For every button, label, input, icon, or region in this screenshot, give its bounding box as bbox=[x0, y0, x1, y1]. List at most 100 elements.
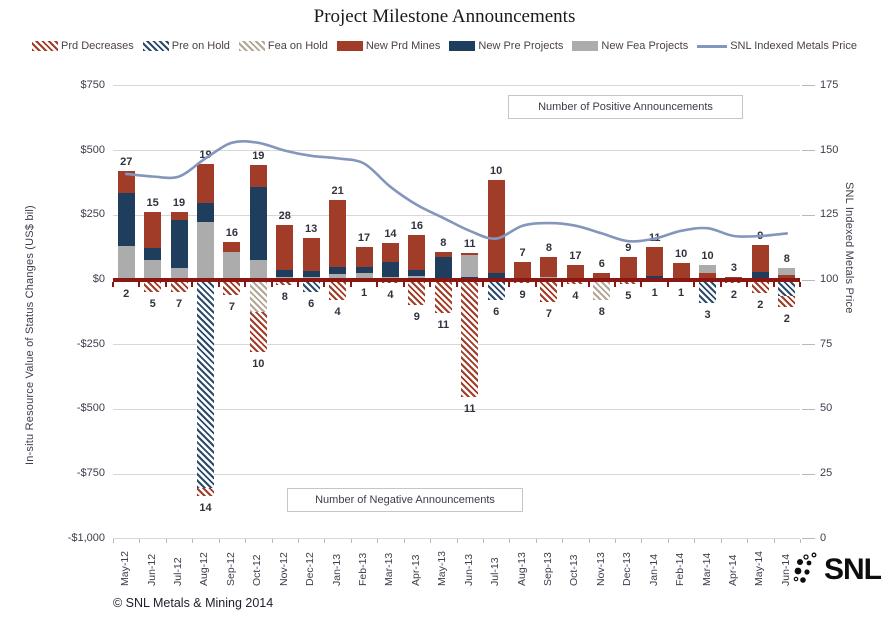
zero-axis-tick-mark bbox=[693, 282, 696, 287]
bar-Apr-13-prd_dec bbox=[408, 280, 426, 305]
zero-axis-tick-mark bbox=[402, 282, 405, 287]
bar-Sep-13-prd bbox=[540, 256, 558, 277]
bar-Mar-13-pre bbox=[381, 262, 399, 277]
gridline bbox=[113, 85, 800, 87]
legend-item-fea_hold: Fea on Hold bbox=[238, 40, 328, 52]
bar-Jun-14-pre_hold bbox=[778, 280, 796, 296]
left-axis-tick: $250 bbox=[80, 208, 105, 221]
bar-Jun-12-pre bbox=[144, 247, 162, 261]
left-axis-tick: -$250 bbox=[76, 337, 105, 350]
positive-count-label: 6 bbox=[598, 258, 605, 270]
bar-Nov-12-pre bbox=[276, 269, 294, 277]
x-axis-label-Aug-12: Aug-12 bbox=[198, 552, 211, 586]
legend-swatch-pre-icon bbox=[449, 41, 476, 51]
negative-count-label: 7 bbox=[175, 297, 183, 310]
bar-Jun-14-fea bbox=[778, 268, 796, 276]
right-axis-tick-mark bbox=[802, 214, 815, 216]
zero-axis-tick-mark bbox=[191, 282, 194, 287]
bar-Oct-13-prd bbox=[566, 264, 584, 278]
right-axis-tick-mark bbox=[802, 279, 815, 281]
bar-Nov-13-fea_hold bbox=[593, 280, 611, 300]
bar-May-12-fea bbox=[117, 246, 135, 280]
x-axis-label-Mar-13: Mar-13 bbox=[383, 552, 396, 586]
x-axis-label-Aug-13: Aug-13 bbox=[515, 552, 528, 586]
x-axis-label-Jul-12: Jul-12 bbox=[172, 557, 185, 586]
x-axis-label-Jul-13: Jul-13 bbox=[489, 557, 502, 586]
bar-May-13-pre bbox=[434, 256, 452, 278]
x-axis-label-May-12: May-12 bbox=[119, 550, 132, 586]
x-axis-tick-mark bbox=[562, 539, 564, 543]
zero-axis-tick-mark bbox=[481, 282, 484, 287]
gridline bbox=[113, 538, 800, 540]
bar-Sep-12-fea bbox=[223, 252, 241, 280]
x-axis-tick-mark bbox=[535, 539, 537, 543]
x-axis-label-Dec-12: Dec-12 bbox=[304, 552, 317, 586]
legend-item-prd_dec: Prd Decreases bbox=[32, 40, 134, 52]
x-axis-label-Oct-13: Oct-13 bbox=[568, 554, 581, 586]
x-axis-tick-mark bbox=[297, 539, 299, 543]
bar-Apr-13-pre bbox=[408, 269, 426, 277]
gridline bbox=[113, 473, 800, 475]
x-axis-label-Jun-13: Jun-13 bbox=[462, 553, 475, 586]
chart-title: Project Milestone Announcements bbox=[313, 6, 576, 27]
legend-swatch-line-icon bbox=[697, 44, 728, 48]
bar-Nov-12-prd bbox=[276, 225, 294, 270]
bar-May-14-pre bbox=[751, 271, 769, 280]
x-axis-label-Feb-13: Feb-13 bbox=[357, 552, 370, 586]
plot-area: 27 2 15 5 19 7 19 14 16 7 19 10 28 8 13 6 21 4 17 1 14 4 16 9 8 1… bbox=[112, 85, 801, 540]
bar-Jun-13-prd bbox=[461, 252, 479, 255]
positive-count-label: 28 bbox=[278, 210, 291, 223]
x-axis-tick-mark bbox=[720, 539, 722, 543]
positive-count-label: 10 bbox=[674, 247, 688, 260]
zero-axis-tick-mark bbox=[349, 282, 352, 287]
bar-Sep-12-prd bbox=[223, 241, 241, 253]
negative-count-label: 14 bbox=[199, 502, 212, 515]
x-axis-label-Nov-13: Nov-13 bbox=[594, 552, 607, 586]
bar-Jul-13-prd bbox=[487, 180, 505, 273]
right-axis-tick: 100 bbox=[820, 273, 839, 285]
positive-count-label: 8 bbox=[545, 241, 553, 254]
x-axis-label-Feb-14: Feb-14 bbox=[674, 552, 687, 586]
bar-Jun-12-prd bbox=[144, 211, 162, 248]
bar-Apr-13-prd bbox=[408, 234, 426, 270]
x-axis-tick-mark bbox=[113, 539, 114, 543]
bar-May-14-prd bbox=[751, 245, 769, 272]
bar-Jan-14-prd bbox=[646, 247, 664, 277]
bar-Jan-13-fea bbox=[329, 274, 347, 280]
positive-count-label: 9 bbox=[757, 230, 764, 243]
zero-axis-tick-mark bbox=[534, 282, 537, 287]
negative-count-label: 9 bbox=[519, 288, 526, 301]
legend-swatch-prd-icon bbox=[336, 41, 363, 51]
right-axis-tick: 0 bbox=[820, 531, 827, 544]
positive-announcements-box: Number of Positive Announcements bbox=[508, 95, 743, 119]
legend-label: Pre on Hold bbox=[171, 40, 230, 52]
legend-label: Prd Decreases bbox=[61, 40, 134, 52]
x-axis-tick-mark bbox=[218, 539, 220, 543]
positive-count-label: 13 bbox=[305, 223, 318, 236]
positive-announcements-label: Number of Positive Announcements bbox=[538, 101, 713, 113]
bar-Dec-12-pre bbox=[302, 270, 320, 277]
bar-Mar-14-prd bbox=[699, 273, 717, 280]
negative-count-label: 9 bbox=[413, 310, 420, 323]
bar-Feb-14-prd bbox=[672, 262, 690, 278]
legend-swatch-pre_hold-icon bbox=[142, 41, 169, 51]
x-axis-label-Sep-12: Sep-12 bbox=[224, 552, 237, 586]
legend-swatch-prd_dec-icon bbox=[32, 41, 59, 51]
gridline bbox=[113, 214, 800, 216]
bar-Dec-12-pre_hold bbox=[302, 280, 320, 292]
right-axis-tick-mark bbox=[802, 344, 815, 346]
left-axis-tick: -$750 bbox=[76, 467, 105, 480]
x-axis-tick-mark bbox=[615, 539, 617, 543]
legend-swatch-fea_hold-icon bbox=[238, 41, 265, 51]
positive-count-label: 17 bbox=[569, 249, 582, 262]
negative-count-label: 11 bbox=[463, 402, 476, 415]
legend-item-prd: New Prd Mines bbox=[336, 40, 440, 52]
zero-axis-tick-mark bbox=[138, 282, 141, 287]
x-axis-tick-mark bbox=[324, 539, 326, 543]
bar-May-12-pre bbox=[117, 193, 135, 247]
bar-Feb-13-pre bbox=[355, 267, 373, 273]
bar-Sep-13-prd_dec bbox=[540, 280, 558, 302]
positive-count-label: 19 bbox=[252, 150, 265, 163]
legend-item-fea: New Fea Projects bbox=[572, 40, 688, 52]
bar-Jun-12-fea bbox=[144, 260, 162, 280]
